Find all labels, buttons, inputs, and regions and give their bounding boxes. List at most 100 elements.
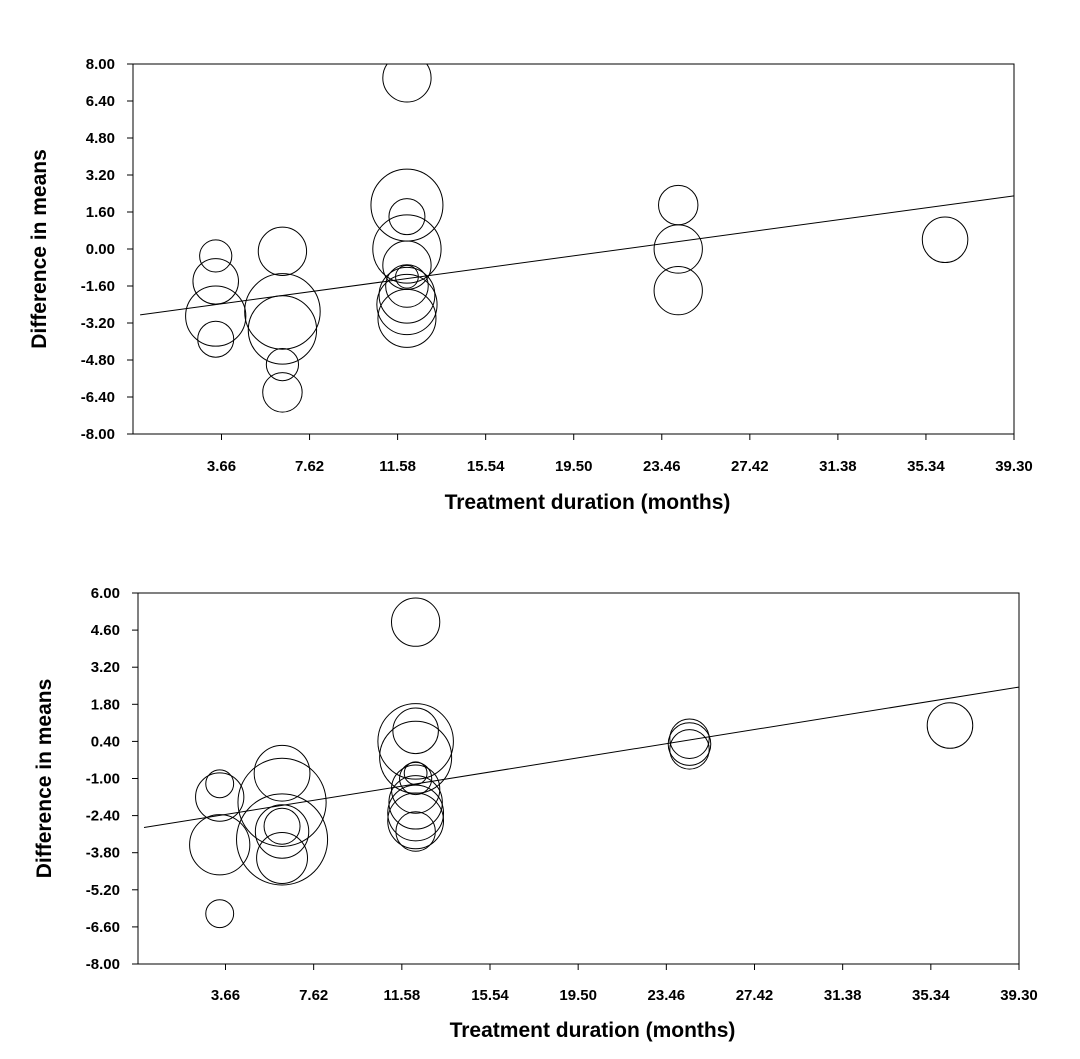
x-tick-label: 27.42 [731,458,769,475]
study-bubble [926,702,974,749]
x-tick-label: 31.38 [824,987,862,1004]
y-tick-label: -3.80 [86,845,120,862]
study-bubble [262,372,303,413]
study-bubble [370,168,444,242]
y-tick-label: -6.60 [86,919,120,936]
x-tick-label: 7.62 [299,987,328,1004]
study-bubble [205,769,235,799]
x-tick-label: 7.62 [295,458,324,475]
plot-frame [137,592,1020,965]
regression-line [140,195,1014,316]
study-bubble [372,214,442,284]
y-tick-label: 4.80 [86,130,115,147]
study-bubble [254,804,310,859]
x-tick-label: 23.46 [648,987,686,1004]
study-bubble [189,814,251,876]
y-tick-label: -8.00 [81,426,115,443]
y-tick-label: 6.00 [91,585,120,602]
study-bubble [197,320,235,358]
x-tick-label: 27.42 [736,987,774,1004]
x-tick-label: 35.34 [907,458,945,475]
study-bubble [185,285,247,347]
study-bubble [382,64,432,103]
study-bubble [669,718,710,759]
study-bubble [669,729,710,770]
regression-line [143,686,1019,829]
study-bubble [236,793,329,886]
study-bubble [387,784,445,842]
y-tick-label: -4.80 [81,352,115,369]
study-bubble [199,239,233,273]
study-bubble [667,722,712,766]
y-tick-label: 3.20 [91,659,120,676]
study-bubble [377,703,454,780]
data-marks [140,64,1014,413]
study-bubble [256,832,309,884]
study-bubble [263,807,301,845]
x-tick-label: 39.30 [995,458,1033,475]
x-tick-label: 3.66 [211,987,240,1004]
study-bubble [253,744,311,802]
study-bubble [921,216,969,264]
y-tick-label: 6.40 [86,93,115,110]
y-tick-label: 0.00 [86,241,115,258]
x-tick-label: 35.34 [912,987,950,1004]
y-tick-label: 8.00 [86,56,115,73]
y-tick-label: 1.80 [91,696,120,713]
y-tick-label: -2.40 [86,808,120,825]
chart-1: 8.00 6.40 4.80 3.20 1.60 0.00 -1.60 -3.20 -4.80 -… [28,56,1033,514]
x-tick-label: 19.50 [555,458,593,475]
y-tick-label: -8.00 [86,956,120,973]
x-tick-label: 15.54 [471,987,509,1004]
study-bubble [378,266,436,324]
x-tick-label: 31.38 [819,458,857,475]
x-axis-title: Treatment duration (months) [450,1019,736,1042]
study-bubble [392,707,439,755]
study-bubble [257,226,308,276]
x-tick-label: 3.66 [207,458,236,475]
y-tick-label: 1.60 [86,204,115,221]
y-tick-label: -3.20 [81,315,115,332]
chart-2: 6.00 4.60 3.20 1.80 0.40 -1.00 -2.40 -3.80 -5.20… [33,585,1038,1042]
study-bubble [377,288,437,348]
study-bubble [653,224,703,274]
x-tick-label: 15.54 [467,458,505,475]
x-tick-label: 39.30 [1000,987,1038,1004]
x-axis-title: Treatment duration (months) [445,491,731,514]
study-bubble [237,757,327,847]
y-tick-label: -1.60 [81,278,115,295]
x-tick-label: 23.46 [643,458,681,475]
study-bubble [195,772,245,822]
study-bubble [388,775,443,830]
study-bubble [388,198,426,236]
y-tick-label: 3.20 [86,167,115,184]
study-bubble [205,899,235,929]
study-bubble [390,764,441,814]
study-bubble [192,258,239,305]
study-bubble [265,348,300,382]
study-bubble [247,295,318,365]
study-bubble [653,265,703,316]
study-bubble [379,720,453,794]
study-bubble [395,811,436,852]
y-tick-label: 0.40 [91,733,120,750]
y-tick-label: 4.60 [91,622,120,639]
study-bubble [390,597,441,647]
x-tick-label: 19.50 [559,987,597,1004]
y-axis-title: Difference in means [28,149,51,349]
study-bubble [244,273,321,350]
y-tick-label: -5.20 [86,882,120,899]
data-marks [143,597,1019,929]
plot-frame [132,63,1015,435]
study-bubble [376,273,438,336]
y-tick-label: -1.00 [86,771,120,788]
study-bubble [387,792,445,850]
y-axis-title: Difference in means [33,679,56,879]
study-bubble [399,761,433,796]
study-bubble [385,264,429,308]
y-tick-label: -6.40 [81,389,115,406]
x-tick-label: 11.58 [379,458,416,475]
x-tick-label: 11.58 [383,987,420,1004]
study-bubble [658,184,699,226]
